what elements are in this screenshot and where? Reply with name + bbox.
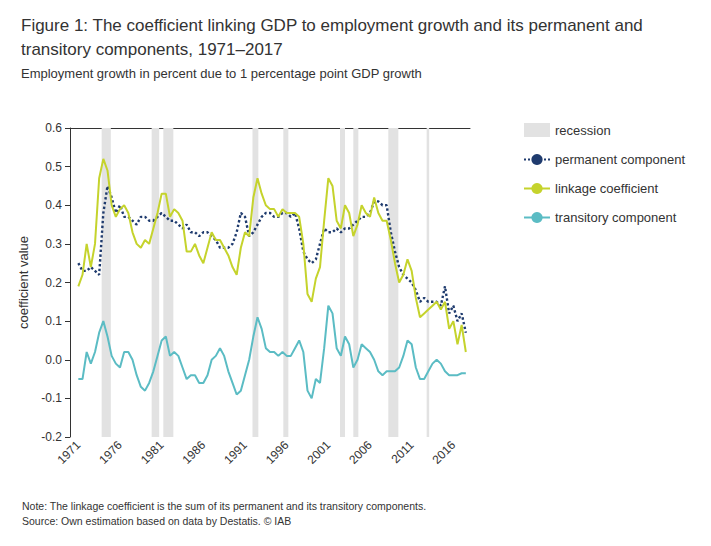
- svg-text:1981: 1981: [138, 438, 167, 467]
- svg-text:Source: Own estimation based o: Source: Own estimation based on data by …: [22, 515, 291, 527]
- svg-text:0.6: 0.6: [45, 121, 62, 135]
- svg-text:-0.1: -0.1: [41, 391, 62, 405]
- svg-text:Note: The linkage coefficient: Note: The linkage coefficient is the sum…: [22, 500, 426, 512]
- svg-text:1996: 1996: [263, 438, 292, 467]
- svg-text:0.4: 0.4: [45, 198, 62, 212]
- svg-text:0.0: 0.0: [45, 353, 62, 367]
- svg-text:1991: 1991: [221, 438, 250, 467]
- svg-text:1971: 1971: [55, 438, 84, 467]
- svg-text:0.1: 0.1: [45, 314, 62, 328]
- svg-text:1986: 1986: [180, 438, 209, 467]
- svg-text:coefficient value: coefficient value: [16, 236, 31, 329]
- svg-text:1976: 1976: [96, 438, 125, 467]
- svg-text:linkage coefficient: linkage coefficient: [555, 181, 658, 196]
- svg-text:0.2: 0.2: [45, 276, 62, 290]
- svg-text:Employment growth in percent d: Employment growth in percent due to 1 pe…: [21, 66, 422, 81]
- svg-text:Figure 1: The coefficient link: Figure 1: The coefficient linking GDP to…: [21, 16, 648, 35]
- svg-text:transitory component: transitory component: [555, 210, 677, 225]
- svg-text:2001: 2001: [305, 438, 334, 467]
- svg-text:0.3: 0.3: [45, 237, 62, 251]
- svg-text:2006: 2006: [346, 438, 375, 467]
- svg-text:permanent component: permanent component: [555, 152, 685, 167]
- svg-text:recession: recession: [555, 123, 611, 138]
- svg-text:2011: 2011: [388, 438, 416, 466]
- svg-text:-0.2: -0.2: [41, 430, 62, 444]
- svg-text:0.5: 0.5: [45, 160, 62, 174]
- svg-text:transitory components, 1971–20: transitory components, 1971–2017: [21, 40, 283, 59]
- svg-text:2016: 2016: [430, 438, 459, 467]
